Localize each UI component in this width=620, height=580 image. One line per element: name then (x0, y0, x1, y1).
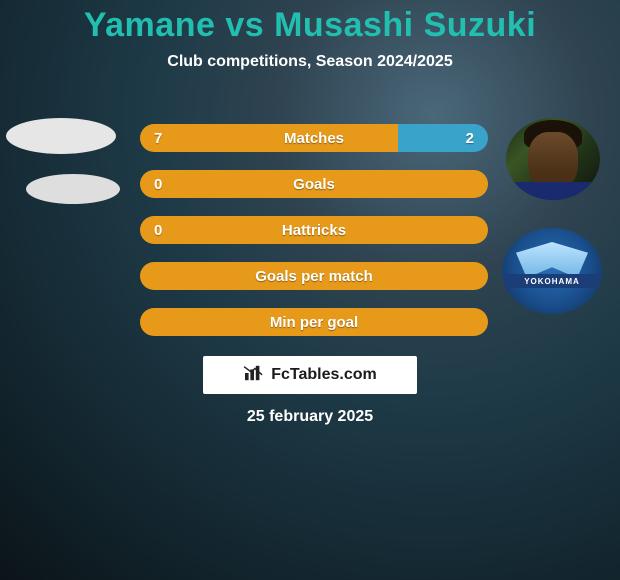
bar-min-per-goal: Min per goal (140, 308, 488, 336)
club-b-crest: YOKOHAMA (502, 228, 602, 314)
bar-label: Goals per match (255, 268, 373, 285)
bar-label: Matches (284, 130, 344, 147)
bar-chart-icon (243, 364, 265, 387)
infographic-root: Yamane vs Musashi Suzuki Club competitio… (0, 0, 620, 580)
bar-label: Hattricks (282, 222, 346, 239)
bar-label: Goals (293, 176, 335, 193)
crest-text: YOKOHAMA (502, 274, 602, 288)
bar-row-mpg: Min per goal (140, 308, 488, 336)
bar-goals: 0 Goals (140, 170, 488, 198)
bar-value-left: 7 (154, 124, 162, 152)
bar-value-left: 0 (154, 170, 162, 198)
player-b-avatar (506, 118, 600, 200)
bar-value-right: 2 (466, 124, 474, 152)
bar-goals-per-match: Goals per match (140, 262, 488, 290)
bar-value-left: 0 (154, 216, 162, 244)
page-subtitle: Club competitions, Season 2024/2025 (0, 53, 620, 71)
bar-row-hattricks: 0 Hattricks (140, 216, 488, 244)
crest-bg (502, 228, 602, 314)
footer-date: 25 february 2025 (0, 408, 620, 426)
player-a-avatar (6, 118, 116, 154)
brand-box: FcTables.com (203, 356, 417, 394)
right-avatars: YOKOHAMA (506, 118, 602, 314)
bar-fill-right (398, 124, 488, 152)
comparison-bars: 7 Matches 2 0 Goals 0 Hattricks (140, 124, 488, 354)
avatar-jersey (506, 182, 600, 200)
brand-text: FcTables.com (271, 366, 377, 384)
page-title: Yamane vs Musashi Suzuki (0, 0, 620, 45)
bar-hattricks: 0 Hattricks (140, 216, 488, 244)
bar-row-goals: 0 Goals (140, 170, 488, 198)
left-avatars (0, 118, 120, 204)
club-a-avatar (26, 174, 120, 204)
bar-matches: 7 Matches 2 (140, 124, 488, 152)
bar-row-gpm: Goals per match (140, 262, 488, 290)
bar-label: Min per goal (270, 314, 358, 331)
bar-row-matches: 7 Matches 2 (140, 124, 488, 152)
bar-fill-left (140, 124, 398, 152)
